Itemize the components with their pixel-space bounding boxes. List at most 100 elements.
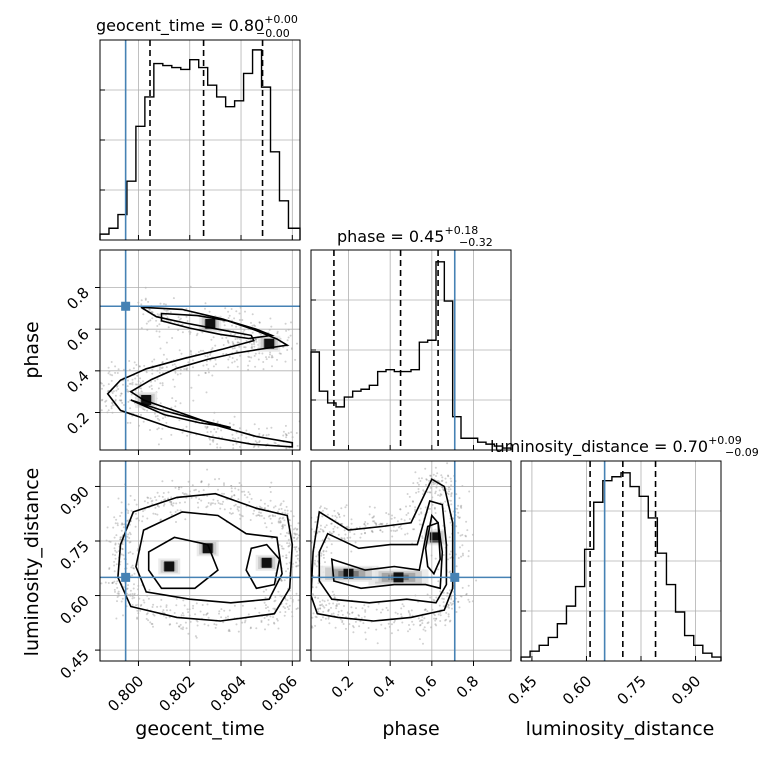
scatter-point xyxy=(138,365,141,368)
scatter-point xyxy=(379,529,382,532)
density-peak xyxy=(202,543,213,554)
contour-line xyxy=(130,399,231,429)
scatter-point xyxy=(111,581,114,584)
scatter-point xyxy=(186,608,189,611)
scatter-point xyxy=(255,340,258,343)
scatter-point xyxy=(234,332,237,335)
scatter-point xyxy=(206,468,209,471)
scatter-point xyxy=(150,380,152,383)
scatter-point xyxy=(114,590,116,593)
scatter-point xyxy=(183,368,186,371)
scatter-point xyxy=(227,317,230,319)
scatter-point xyxy=(308,519,310,521)
scatter-point xyxy=(261,352,264,355)
scatter-point xyxy=(247,613,250,616)
scatter-point xyxy=(147,496,150,499)
scatter-point xyxy=(419,624,421,627)
scatter-point xyxy=(265,526,268,529)
scatter-point xyxy=(394,611,397,614)
scatter-point xyxy=(111,402,114,405)
scatter-point xyxy=(219,446,222,449)
scatter-point xyxy=(150,384,153,387)
scatter-point xyxy=(274,596,277,598)
contour-line xyxy=(424,513,442,576)
scatter-point xyxy=(358,526,361,529)
scatter-point xyxy=(140,390,143,393)
scatter-point xyxy=(134,383,137,386)
scatter-point xyxy=(131,378,134,381)
scatter-point xyxy=(280,507,283,510)
panel-frame xyxy=(99,460,301,662)
scatter-point xyxy=(330,543,333,546)
scatter-point xyxy=(268,356,270,359)
scatter-point xyxy=(117,497,120,500)
scatter-point xyxy=(171,337,174,339)
scatter-point xyxy=(142,380,144,383)
scatter-point xyxy=(435,617,437,620)
y-tick-label: 0.60 xyxy=(56,592,92,628)
scatter-point xyxy=(298,455,300,457)
scatter-point xyxy=(421,535,424,538)
scatter-point xyxy=(209,443,212,446)
scatter-point xyxy=(445,611,448,614)
scatter-point xyxy=(409,505,411,507)
scatter-point xyxy=(250,356,253,359)
title-luminosity-distance: luminosity_distance = 0.70+0.09 xyxy=(490,434,742,457)
scatter-point xyxy=(322,530,325,533)
scatter-point xyxy=(139,604,142,607)
scatter-point xyxy=(119,538,122,541)
scatter-point xyxy=(438,489,441,492)
scatter-point xyxy=(315,586,318,589)
scatter-point xyxy=(172,378,175,381)
scatter-point xyxy=(263,517,266,520)
scatter-point xyxy=(138,365,141,368)
scatter-point xyxy=(165,421,168,424)
scatter-point xyxy=(295,538,298,541)
contour-group xyxy=(117,492,294,622)
scatter-point xyxy=(357,614,360,617)
scatter-point xyxy=(331,514,334,517)
scatter-point xyxy=(434,557,437,560)
scatter-point xyxy=(166,309,169,312)
scatter-point xyxy=(442,598,445,600)
scatter-point xyxy=(94,386,96,388)
scatter-point xyxy=(334,519,337,522)
scatter-point xyxy=(239,354,242,357)
scatter-point xyxy=(192,607,194,610)
scatter-point xyxy=(167,326,170,329)
scatter-point xyxy=(136,616,139,619)
scatter-point xyxy=(178,349,181,352)
scatter-point xyxy=(191,484,194,487)
scatter-point xyxy=(195,496,198,499)
scatter-point xyxy=(411,500,414,503)
scatter-point xyxy=(111,553,114,556)
scatter-point xyxy=(295,592,298,595)
scatter-point xyxy=(373,506,376,509)
scatter-point xyxy=(263,507,266,510)
scatter-point xyxy=(285,570,287,573)
scatter-point xyxy=(232,447,235,450)
scatter-point xyxy=(332,612,335,615)
scatter-point xyxy=(245,429,248,432)
scatter-point xyxy=(285,436,288,439)
scatter-point xyxy=(269,530,272,533)
scatter-point xyxy=(278,508,281,511)
scatter-point xyxy=(349,530,351,533)
scatter-point xyxy=(257,445,260,448)
truth-point xyxy=(121,572,131,582)
scatter-point xyxy=(221,503,224,506)
scatter-point xyxy=(296,536,299,539)
scatter-point xyxy=(387,513,390,516)
scatter-point xyxy=(233,504,236,507)
scatter-point xyxy=(396,529,399,532)
scatter-point xyxy=(260,621,263,623)
scatter-point xyxy=(276,330,279,333)
scatter-point xyxy=(418,519,421,522)
scatter-point xyxy=(340,536,343,539)
scatter-point xyxy=(449,619,452,622)
scatter-point xyxy=(308,517,310,519)
scatter-point xyxy=(113,588,116,591)
scatter-point xyxy=(165,604,168,607)
scatter-point xyxy=(216,427,219,430)
scatter-point xyxy=(234,338,237,341)
